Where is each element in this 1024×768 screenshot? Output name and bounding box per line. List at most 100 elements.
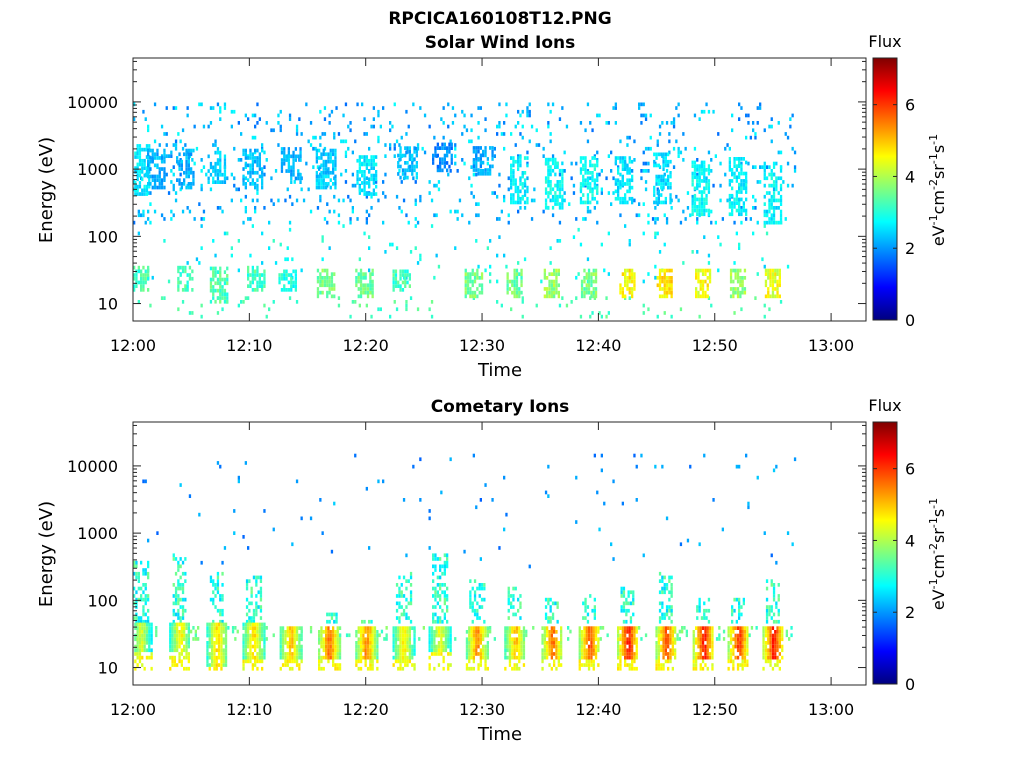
- heatmap-cell: [371, 663, 374, 667]
- heatmap-cell: [222, 622, 225, 627]
- heatmap-cell: [470, 165, 473, 169]
- heatmap-cell: [265, 121, 268, 125]
- heatmap-cell: [288, 227, 292, 232]
- heatmap-cell: [432, 571, 435, 576]
- heatmap-cell: [657, 182, 660, 186]
- heatmap-cell: [291, 666, 294, 671]
- heatmap-cell: [691, 194, 694, 199]
- heatmap-cell: [756, 121, 759, 125]
- heatmap-cell: [621, 626, 624, 630]
- heatmap-cell: [354, 183, 357, 188]
- heatmap-cell: [508, 279, 512, 284]
- heatmap-cell: [261, 659, 264, 664]
- heatmap-cell: [726, 198, 729, 203]
- heatmap-cell: [553, 279, 556, 284]
- heatmap-cell: [216, 147, 220, 151]
- heatmap-cell: [493, 154, 496, 158]
- heatmap-cell: [334, 174, 337, 179]
- heatmap-cell: [230, 124, 233, 129]
- heatmap-cell: [619, 196, 622, 201]
- heatmap-cell: [591, 196, 594, 201]
- heatmap-cell: [136, 147, 139, 152]
- heatmap-cell: [259, 586, 263, 591]
- heatmap-cell: [603, 268, 606, 273]
- heatmap-cell: [484, 648, 487, 653]
- heatmap-cell: [156, 156, 159, 160]
- heatmap-cell: [484, 149, 487, 154]
- heatmap-cell: [368, 184, 371, 189]
- heatmap-cell: [133, 564, 136, 569]
- heatmap-cell: [482, 648, 485, 653]
- heatmap-cell: [578, 626, 581, 630]
- heatmap-cell: [486, 168, 489, 172]
- heatmap-cell: [733, 311, 736, 315]
- heatmap-cell: [472, 644, 475, 649]
- heatmap-cell: [710, 303, 713, 308]
- heatmap-cell: [361, 181, 364, 185]
- heatmap-cell: [514, 185, 517, 190]
- heatmap-cell: [769, 276, 772, 280]
- heatmap-cell: [263, 269, 266, 274]
- heatmap-cell: [663, 276, 666, 280]
- heatmap-cell: [368, 619, 371, 624]
- heatmap-cell: [476, 287, 479, 291]
- heatmap-cell: [158, 174, 161, 179]
- heatmap-cell: [178, 163, 181, 168]
- heatmap-cell: [470, 633, 473, 638]
- heatmap-cell: [135, 276, 138, 281]
- heatmap-cell: [221, 612, 224, 617]
- heatmap-cell: [300, 187, 303, 192]
- heatmap-cell: [579, 200, 583, 205]
- heatmap-cell: [437, 641, 441, 645]
- heatmap-cell: [486, 641, 489, 645]
- heatmap-cell: [549, 246, 552, 250]
- heatmap-cell: [368, 192, 371, 196]
- heatmap-cell: [174, 590, 178, 595]
- heatmap-cell: [625, 608, 628, 613]
- heatmap-cell: [661, 268, 664, 273]
- heatmap-cell: [496, 279, 499, 284]
- heatmap-cell: [759, 102, 762, 107]
- heatmap-cell: [251, 156, 254, 160]
- heatmap-cell: [292, 165, 295, 170]
- heatmap-cell: [712, 498, 715, 502]
- heatmap-cell: [307, 139, 310, 144]
- heatmap-cell: [373, 655, 377, 660]
- heatmap-cell: [295, 644, 299, 649]
- heatmap-cell: [287, 150, 290, 155]
- heatmap-cell: [263, 626, 266, 630]
- heatmap-cell: [334, 148, 337, 153]
- heatmap-cell: [256, 191, 259, 195]
- heatmap-cell: [670, 206, 673, 210]
- heatmap-cell: [446, 146, 449, 150]
- heatmap-cell: [471, 272, 474, 276]
- heatmap-cell: [519, 605, 522, 609]
- heatmap-cell: [430, 637, 434, 642]
- heatmap-cell: [274, 169, 278, 173]
- heatmap-cell: [769, 279, 772, 284]
- heatmap-cell: [149, 174, 152, 179]
- heatmap-cell: [256, 159, 259, 164]
- heatmap-cell: [384, 154, 387, 158]
- colorbar-tick-label: 4: [905, 167, 915, 186]
- heatmap-cell: [355, 648, 358, 653]
- heatmap-cell: [318, 174, 321, 179]
- heatmap-cell: [707, 208, 711, 213]
- heatmap-cell: [231, 626, 235, 630]
- heatmap-cell: [327, 152, 330, 157]
- heatmap-cell: [286, 626, 289, 630]
- heatmap-cell: [622, 601, 626, 606]
- heatmap-cell: [583, 637, 586, 642]
- heatmap-cell: [518, 659, 521, 664]
- heatmap-cell: [484, 268, 487, 273]
- heatmap-cell: [314, 135, 317, 140]
- heatmap-cell: [635, 213, 638, 218]
- heatmap-cell: [498, 124, 501, 129]
- heatmap-cell: [298, 655, 301, 660]
- heatmap-cell: [298, 641, 301, 645]
- heatmap-cell: [428, 637, 431, 642]
- heatmap-cell: [665, 121, 669, 125]
- heatmap-cell: [325, 182, 328, 186]
- heatmap-cell: [400, 605, 403, 609]
- heatmap-cell: [523, 156, 527, 160]
